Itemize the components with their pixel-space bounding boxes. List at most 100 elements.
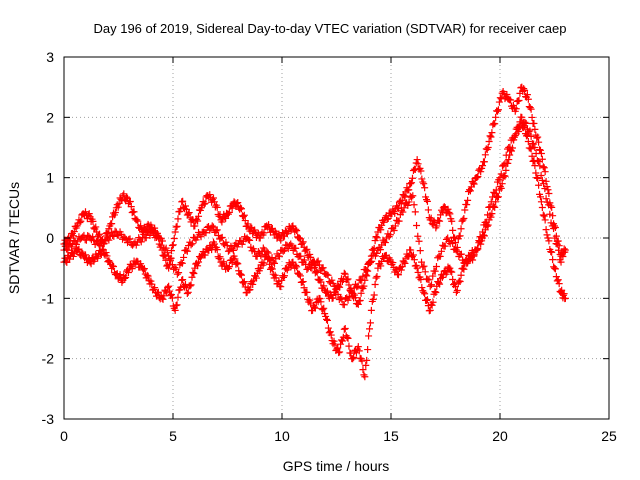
data-point	[522, 119, 530, 127]
data-point	[359, 366, 367, 374]
data-point	[246, 286, 254, 294]
data-point	[524, 95, 532, 103]
data-point	[162, 244, 170, 252]
data-point	[484, 211, 492, 219]
data-point	[344, 296, 352, 304]
data-point	[482, 218, 490, 226]
data-point	[246, 236, 254, 244]
data-point	[94, 254, 102, 262]
data-point	[206, 191, 214, 199]
data-point	[532, 169, 540, 177]
data-point	[268, 265, 276, 273]
data-point	[239, 213, 247, 221]
data-point	[225, 263, 233, 271]
data-point	[300, 284, 308, 292]
data-point	[479, 228, 487, 236]
data-point	[448, 217, 456, 225]
data-point	[535, 157, 543, 165]
data-point	[561, 246, 569, 254]
data-point	[383, 215, 391, 223]
data-point	[549, 256, 557, 264]
data-point	[541, 185, 549, 193]
y-tick-label: 1	[46, 170, 54, 186]
data-point	[419, 263, 427, 271]
data-point	[170, 234, 178, 242]
data-point	[365, 332, 373, 340]
data-point	[111, 208, 119, 216]
data-point	[327, 331, 335, 339]
data-point	[305, 260, 313, 268]
data-point	[114, 203, 122, 211]
data-point	[222, 214, 230, 222]
data-point	[432, 263, 440, 271]
data-point	[369, 295, 377, 303]
data-point	[124, 269, 132, 277]
data-point	[144, 272, 152, 280]
data-point	[277, 283, 285, 291]
data-point	[89, 217, 97, 225]
data-point	[344, 334, 352, 342]
data-point	[237, 270, 245, 278]
data-point	[423, 296, 431, 304]
data-point	[400, 258, 408, 266]
data-point	[420, 288, 428, 296]
data-point	[335, 349, 343, 357]
data-point	[437, 247, 445, 255]
data-point	[425, 276, 433, 284]
data-point	[316, 295, 324, 303]
data-point	[220, 258, 228, 266]
y-tick-label: 3	[46, 49, 54, 65]
data-point	[351, 294, 359, 302]
data-point	[407, 246, 415, 254]
data-point	[372, 274, 380, 282]
data-point	[349, 290, 357, 298]
data-point	[188, 240, 196, 248]
data-point	[368, 257, 376, 265]
data-point	[487, 133, 495, 141]
series-group	[60, 118, 565, 309]
data-point	[479, 162, 487, 170]
data-point	[502, 166, 510, 174]
data-point	[280, 246, 288, 254]
data-point	[539, 211, 547, 219]
data-point	[373, 273, 381, 281]
data-point	[164, 283, 172, 291]
data-point	[78, 248, 86, 256]
data-point	[560, 290, 568, 298]
data-point	[550, 224, 558, 232]
data-point	[292, 244, 300, 252]
data-point	[295, 234, 303, 242]
data-point	[483, 222, 491, 230]
data-point	[521, 86, 529, 94]
data-point	[187, 241, 195, 249]
data-point	[405, 186, 413, 194]
data-point	[175, 269, 183, 277]
data-point	[329, 294, 337, 302]
data-point	[74, 246, 82, 254]
data-point	[416, 247, 424, 255]
data-point	[449, 276, 457, 284]
data-point	[523, 131, 531, 139]
data-point	[384, 214, 392, 222]
data-point	[457, 271, 465, 279]
data-point	[190, 270, 198, 278]
data-point	[349, 355, 357, 363]
data-point	[178, 259, 186, 267]
data-point	[401, 259, 409, 267]
data-point	[233, 199, 241, 207]
data-point	[540, 212, 548, 220]
data-point	[532, 149, 540, 157]
data-point	[72, 240, 80, 248]
data-point	[456, 277, 464, 285]
data-point	[323, 316, 331, 324]
data-point	[464, 196, 472, 204]
data-point	[419, 178, 427, 186]
data-point	[333, 284, 341, 292]
data-point	[511, 132, 519, 140]
data-point	[528, 113, 536, 121]
data-point	[438, 273, 446, 281]
data-point	[528, 152, 536, 160]
data-point	[413, 221, 421, 229]
data-point	[391, 222, 399, 230]
data-point	[328, 276, 336, 284]
